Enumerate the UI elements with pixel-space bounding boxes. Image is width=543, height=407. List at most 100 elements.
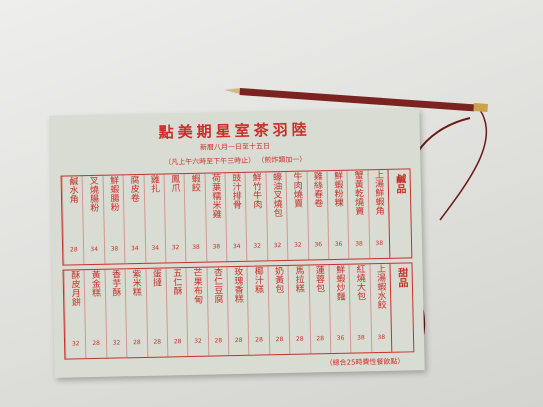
item-price: 32 [171,244,180,252]
item-name: 腐皮卷 [128,175,139,203]
item-name: 紫米糕 [130,269,141,297]
item-price: 28 [214,337,223,345]
item-name: 上湯鮮蝦角 [372,169,384,216]
item-name: 荷葉糯米雞 [209,173,221,219]
menu-item: 鹹水角 28 [61,176,84,265]
item-name: 馬拉糕 [293,265,304,293]
section: 鹹品 上湯鮮蝦角 38 蟹黃乾燒賣 38 鮮蝦粉粿 36 雞絲春卷 36 牛肉燒賣 32 蠔油叉燒包 3… [60,168,413,266]
item-name: 雞扎 [148,174,160,193]
item-name: 芒果布甸 [191,267,203,304]
item-price: 28 [255,336,263,344]
item-price: 28 [275,336,284,344]
menu-item: 豉汁排骨 34 [224,172,247,262]
item-price: 36 [334,240,343,248]
section: 甜品 上湯蝦水餃 38 紅燒大包 38 鮮蝦炒麵 36 蓮蓉包 28 馬拉糕 28 奶黃包 28 椰汁糕 2… [62,262,415,360]
menu-item: 五仁酥 28 [165,268,188,357]
item-price: 28 [316,335,325,343]
item-name: 蟹黃乾燒賣 [352,170,364,216]
menu-card: 陸羽茶室星期美點 新曆八月一日至十五日 （凡上午六時至下午三時止） （煎炸類加一… [49,108,425,378]
note: （煎炸類加一） [257,155,307,165]
menu-item: 馬拉糕 28 [287,265,310,354]
item-price: 38 [212,243,221,251]
menu-item: 黃金糕 28 [83,269,107,359]
item-price: 38 [377,333,386,342]
footer: （總合25時費性餐飲點） [325,357,405,368]
item-price: 28 [132,339,141,347]
item-price: 34 [131,245,139,253]
menu-item: 鮮竹牛肉 32 [244,172,268,261]
item-price: 28 [153,338,162,346]
item-price: 38 [375,239,384,248]
item-price: 34 [232,242,241,251]
item-price: 36 [314,241,323,249]
item-price: 32 [112,339,121,347]
menu-item: 椰汁糕 28 [246,266,270,355]
menu-item: 奶黃包 28 [267,265,290,355]
item-name: 鳳爪 [169,174,180,193]
item-price: 38 [192,243,200,251]
item-price: 32 [194,337,202,345]
item-name: 蝦餃 [189,173,200,192]
menu-item: 上湯鮮蝦角 38 [367,169,390,259]
menu-item: 蟹黃乾燒賣 38 [346,170,369,259]
item-price: 32 [293,241,302,249]
menu-item: 雞絲春卷 36 [306,171,329,260]
menu-item: 鮮蝦炒麵 36 [328,264,351,354]
menu-item: 腐皮卷 34 [122,174,145,264]
item-name: 鮮蝦腸粉 [107,175,119,212]
item-price: 32 [71,340,80,348]
section-label: 鹹品 [387,169,412,258]
item-price: 28 [173,338,182,346]
menu-item: 蓮蓉包 28 [307,265,331,354]
menu-item: 玫瑰香糕 28 [226,266,249,356]
item-name: 蠔油叉燒包 [270,172,282,218]
menu-item: 荷葉糯米雞 38 [204,173,227,262]
item-name: 奶黃包 [272,266,284,294]
pencil-tip [224,88,240,94]
pencil-ferrule [473,103,488,112]
menu-item: 蛋撻 28 [145,268,168,357]
item-price: 32 [253,242,262,250]
item-price: 28 [295,335,304,343]
item-name: 蛋撻 [150,268,162,287]
item-name: 雞絲春卷 [311,171,323,208]
item-name: 鮮蝦炒麵 [334,264,345,301]
menu-item: 芒果布甸 32 [185,267,208,357]
item-price: 38 [357,334,365,342]
item-price: 36 [336,334,345,342]
item-name: 蓮蓉包 [313,265,325,293]
item-name: 紅燒大包 [354,264,366,301]
item-price: 32 [273,242,282,250]
item-price: 28 [69,246,78,254]
pencil-body [239,88,475,112]
item-price: 34 [90,245,99,254]
string [439,109,488,221]
menu-item: 雞扎 34 [143,174,166,263]
hours: （凡上午六時至下午三時止） [164,156,256,167]
item-name: 豉汁排骨 [230,172,241,210]
menu-item: 杏仁豆腐 28 [206,267,229,356]
item-name: 玫瑰香糕 [232,266,243,304]
item-name: 香芋酥 [109,269,121,297]
item-name: 上湯蝦水餃 [374,263,386,310]
item-name: 牛肉燒賣 [291,171,303,208]
item-name: 叉燒腸粉 [87,175,99,213]
item-name: 鮮竹牛肉 [250,172,262,209]
item-name: 黃金糕 [89,269,101,298]
menu-item: 鮮蝦腸粉 38 [102,175,125,264]
menu-item: 鮮蝦粉粿 36 [326,170,349,260]
item-price: 28 [92,339,101,348]
menu-item: 叉燒腸粉 34 [81,175,105,265]
item-name: 鮮蝦粉粿 [332,170,343,207]
item-name: 杏仁豆腐 [211,267,223,304]
item-name: 五仁酥 [171,268,182,296]
item-price: 38 [355,240,363,248]
menu-item: 紅燒大包 38 [348,264,371,353]
item-name: 酥皮月餅 [69,270,80,307]
menu-item: 香芋酥 32 [104,269,127,358]
item-price: 38 [110,245,119,253]
menu-item: 鳳爪 32 [163,174,186,263]
item-price: 34 [151,244,160,252]
menu-item: 紫米糕 28 [124,268,147,358]
